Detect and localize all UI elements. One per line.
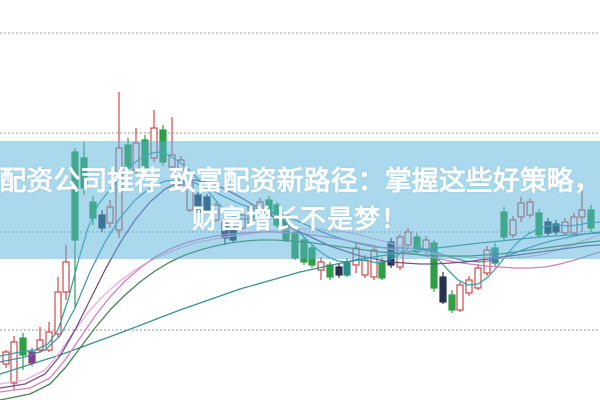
candle-body [378, 261, 386, 279]
candle-body [36, 339, 44, 351]
candle-body [28, 351, 36, 364]
headline-line-2: 财富增长不是梦！ [191, 204, 408, 235]
headline-line-1: 配资公司推荐 致富配资新路径：掌握这些好策略， [0, 165, 600, 196]
candle-body [439, 276, 447, 303]
candle-body [361, 259, 369, 276]
candle-body [465, 279, 473, 294]
ma-dark-green [0, 239, 600, 400]
candle-body [62, 261, 70, 293]
candle-body [326, 264, 334, 278]
candle-body [448, 294, 456, 311]
candle-body [335, 266, 343, 276]
candle-body [10, 341, 18, 384]
headline-banner: 配资公司推荐 致富配资新路径：掌握这些好策略， 财富增长不是梦！ [0, 141, 600, 259]
candle-body [317, 261, 325, 271]
candle-body [19, 337, 27, 356]
candle-body [2, 351, 10, 365]
candle-body [474, 267, 482, 289]
candle-body [343, 262, 351, 276]
candle-body [54, 291, 62, 335]
candle-body [45, 331, 53, 351]
candle-body [456, 284, 464, 311]
